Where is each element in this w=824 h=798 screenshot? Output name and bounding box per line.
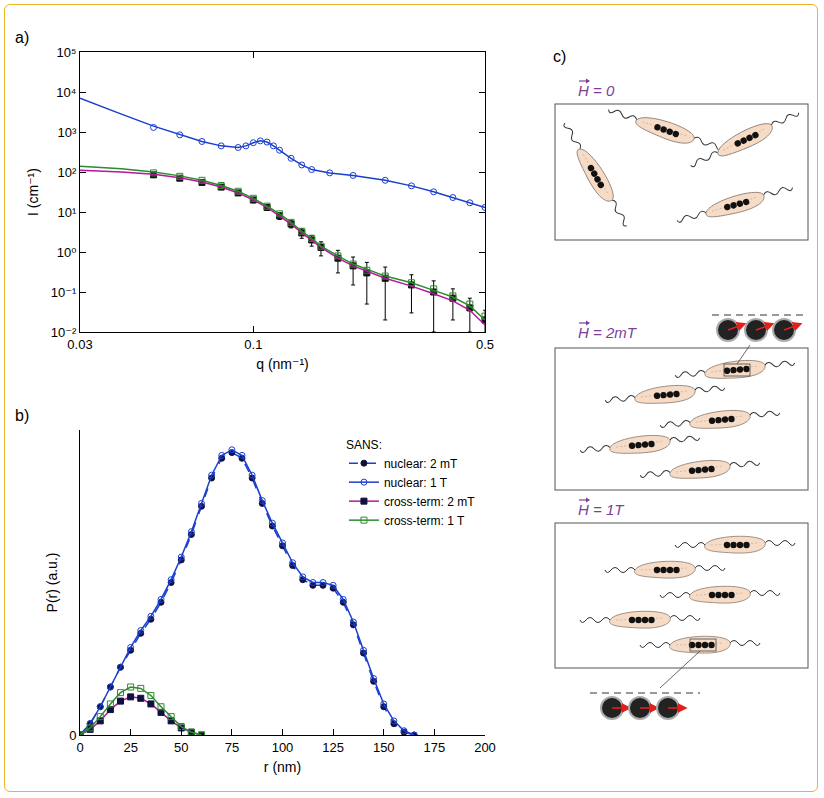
svg-text:0.1: 0.1 [244,337,262,352]
svg-text:10³: 10³ [58,125,77,140]
svg-text:H = 1T: H = 1T [578,501,625,518]
svg-text:50: 50 [174,740,188,755]
svg-text:nuclear: 2 mT: nuclear: 2 mT [384,457,458,471]
svg-text:I (cm⁻¹): I (cm⁻¹) [25,168,41,216]
svg-text:0: 0 [76,740,83,755]
svg-text:b): b) [15,407,29,424]
svg-text:25: 25 [123,740,137,755]
svg-text:10⁵: 10⁵ [57,45,77,60]
svg-text:10¹: 10¹ [58,205,77,220]
svg-text:10²: 10² [58,165,77,180]
svg-text:a): a) [15,29,29,46]
svg-text:r (nm): r (nm) [264,759,301,775]
svg-text:P(r) (a.u.): P(r) (a.u.) [44,553,60,613]
svg-text:0.5: 0.5 [476,337,494,352]
svg-text:H = 2mT: H = 2mT [578,324,638,341]
svg-text:10⁴: 10⁴ [56,85,76,100]
svg-text:0.03: 0.03 [67,337,92,352]
svg-text:nuclear: 1 T: nuclear: 1 T [384,476,448,490]
svg-text:100: 100 [272,740,294,755]
svg-text:125: 125 [322,740,344,755]
svg-text:0: 0 [69,728,76,743]
svg-text:cross-term: 2 mT: cross-term: 2 mT [384,495,475,509]
svg-text:q (nm⁻¹): q (nm⁻¹) [256,356,309,372]
svg-text:150: 150 [373,740,395,755]
svg-text:H = 0: H = 0 [578,82,615,99]
svg-text:10⁰: 10⁰ [57,245,77,260]
svg-text:10⁻¹: 10⁻¹ [51,285,77,300]
svg-text:10⁻²: 10⁻² [51,325,77,340]
svg-text:200: 200 [474,740,496,755]
svg-text:SANS:: SANS: [346,438,382,452]
svg-text:cross-term: 1 T: cross-term: 1 T [384,514,465,528]
svg-text:c): c) [553,48,566,65]
svg-text:75: 75 [225,740,239,755]
svg-text:175: 175 [424,740,446,755]
